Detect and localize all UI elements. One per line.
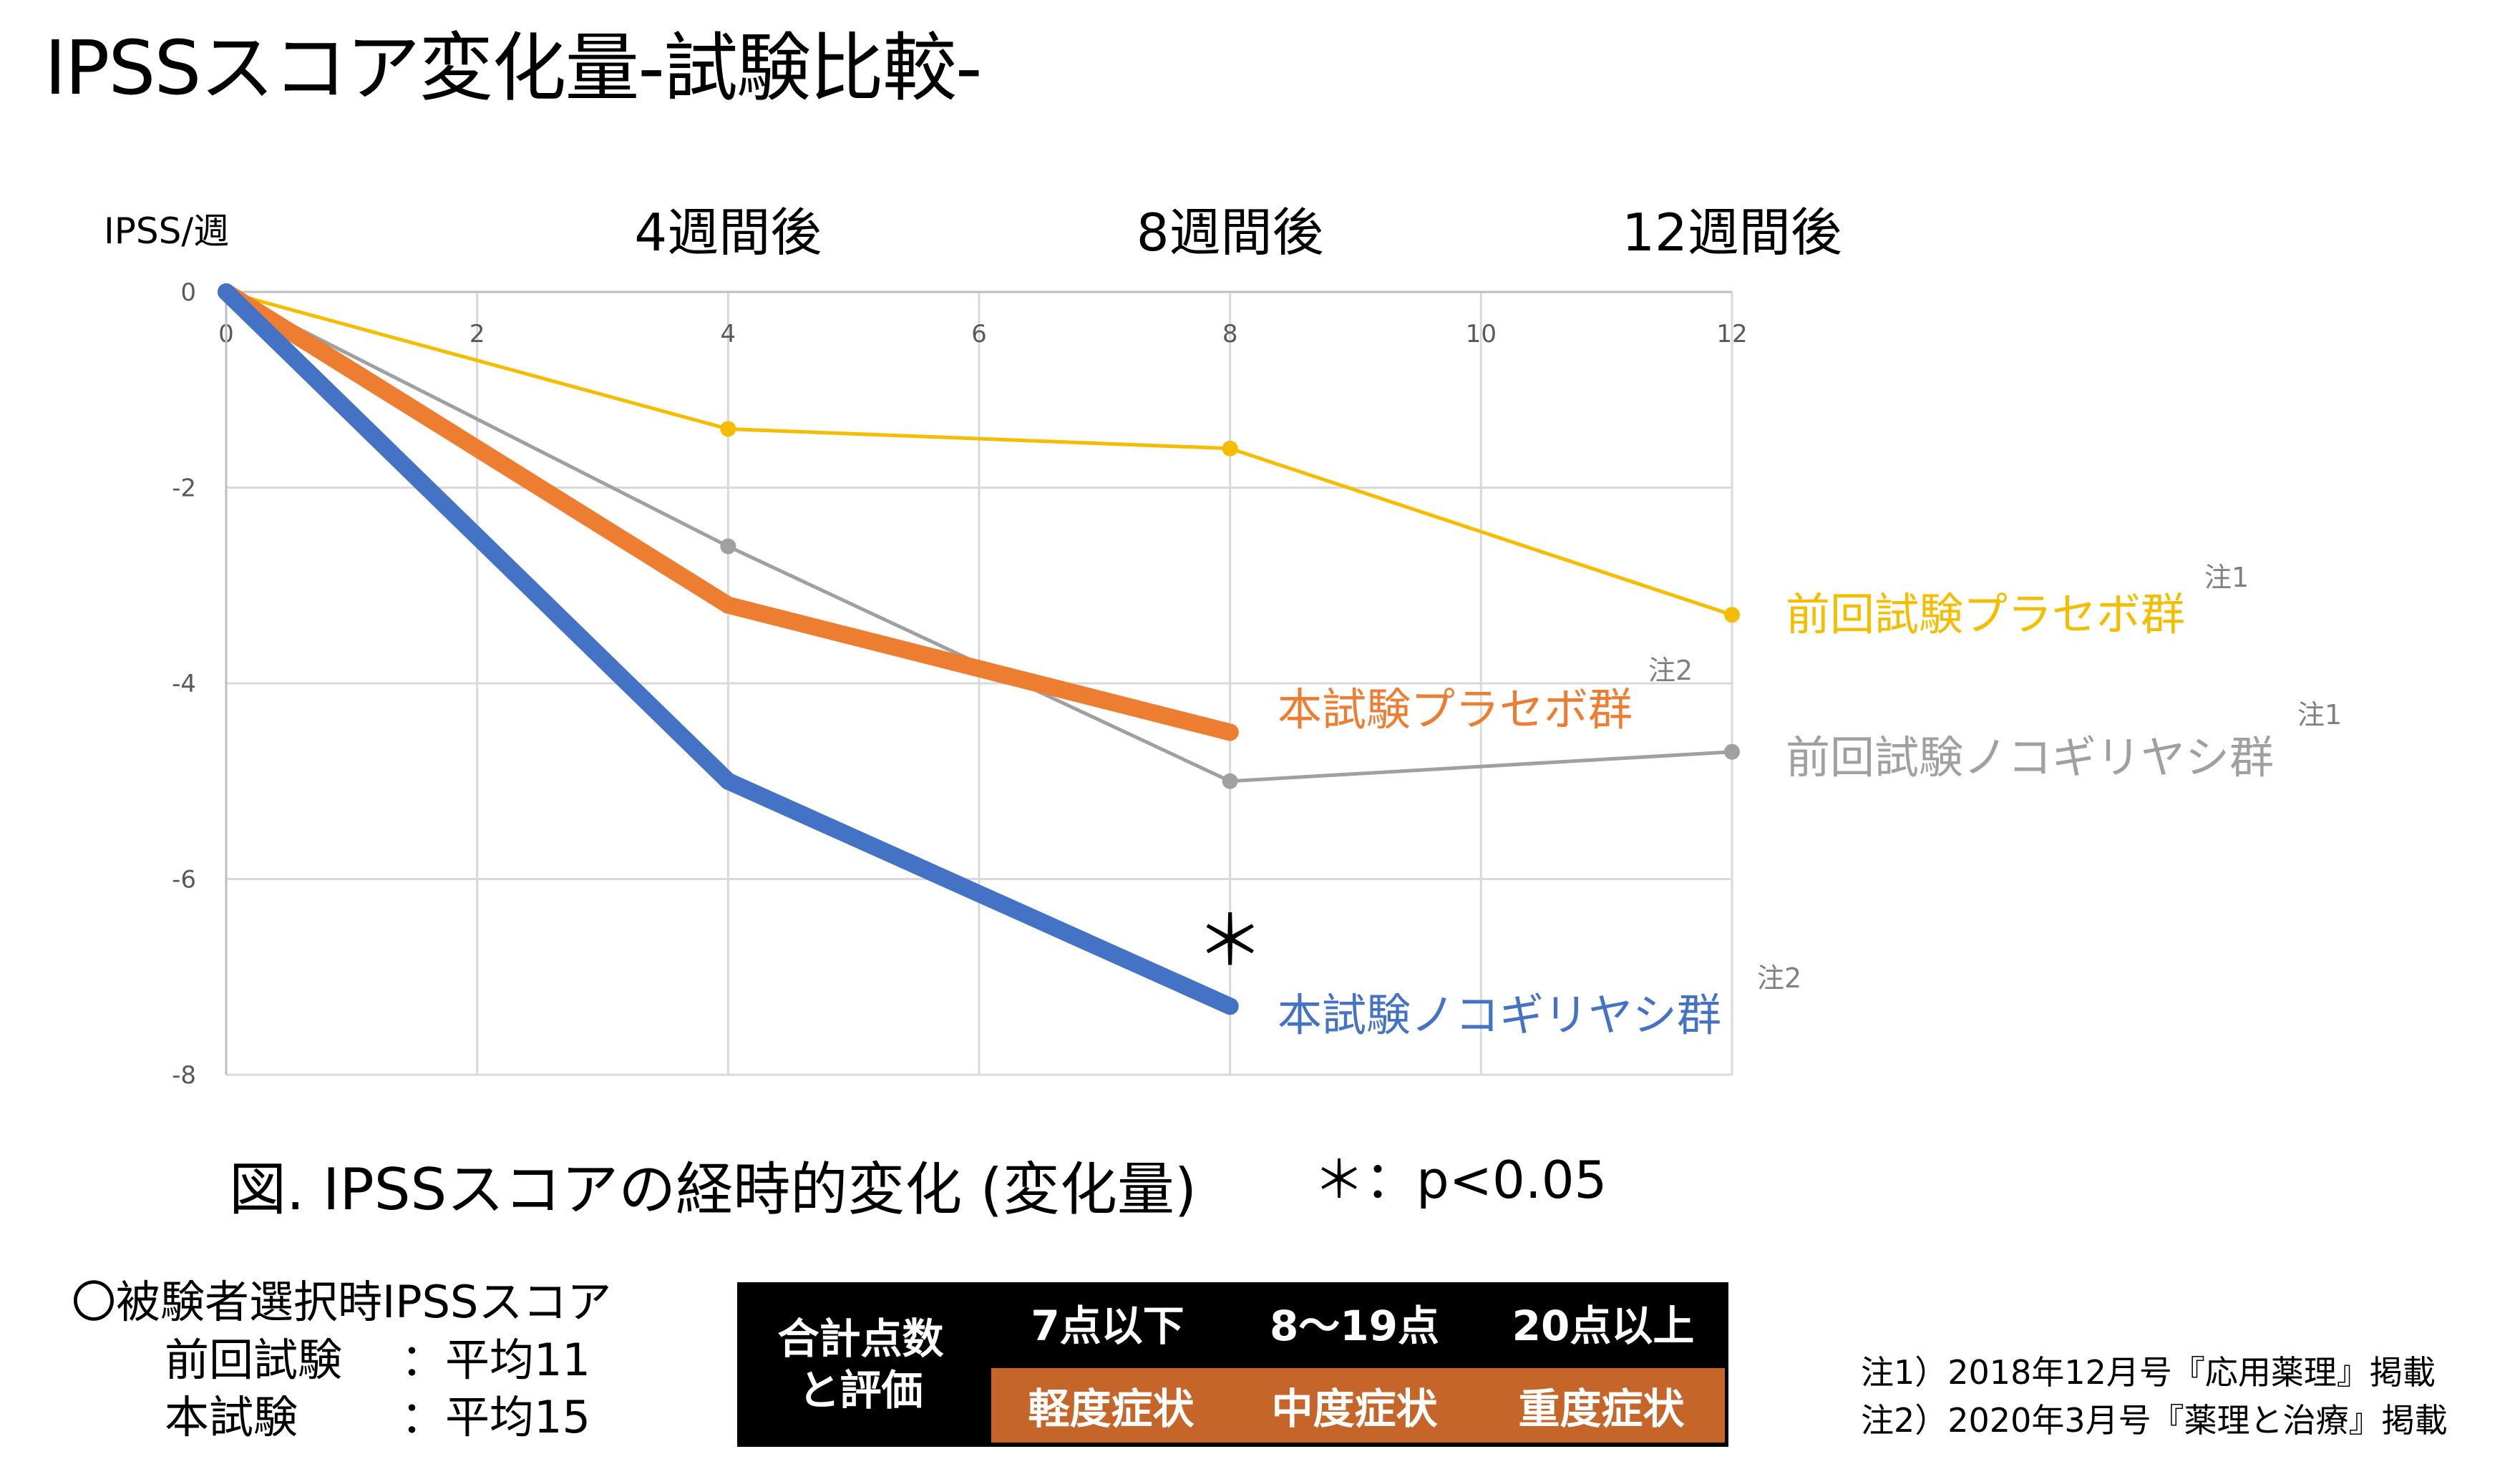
data-point bbox=[218, 283, 235, 301]
y-tick-label: -2 bbox=[172, 474, 196, 503]
chart-series bbox=[218, 283, 1740, 1015]
page-title: IPSSスコア変化量‐試験比較‐ bbox=[44, 24, 982, 112]
severity-table: 合計点数 と評価 7点以下 8～19点 20点以上 軽度症状 中度症状 重度症状 bbox=[737, 1282, 1728, 1447]
chart-labels: 前回試験プラセボ群注1前回試験ノコギリヤシ群注1本試験プラセボ群注2本試験ノコギ… bbox=[1196, 562, 2343, 1041]
series-note-marker: 注2 bbox=[1648, 655, 1693, 686]
data-point bbox=[1221, 723, 1239, 741]
source-note: 注1）2018年12月号『応用薬理』掲載 bbox=[1861, 1353, 2436, 1392]
series-note-marker: 注1 bbox=[2297, 699, 2342, 731]
data-point bbox=[1221, 997, 1239, 1015]
severity-level-cell: 軽度症状 bbox=[991, 1368, 1231, 1443]
series-label: 前回試験プラセボ群 bbox=[1786, 588, 2185, 640]
source-note: 注2）2020年3月号『薬理と治療』掲載 bbox=[1861, 1400, 2448, 1440]
data-point bbox=[719, 772, 737, 790]
x-tick-label: 12 bbox=[1716, 320, 1747, 348]
baseline-row: 前回試験 ：平均11 bbox=[72, 1332, 611, 1390]
x-tick-label: 6 bbox=[971, 320, 987, 348]
baseline-score-block: 〇被験者選択時IPSSスコア 前回試験 ：平均11 本試験 ：平均15 bbox=[72, 1274, 611, 1447]
data-point bbox=[1222, 773, 1238, 789]
x-tick-label: 4 bbox=[721, 320, 736, 348]
data-point bbox=[719, 596, 737, 614]
y-tick-label: -4 bbox=[172, 670, 196, 698]
baseline-heading: 〇被験者選択時IPSSスコア bbox=[72, 1276, 612, 1328]
baseline-row-value: ：平均11 bbox=[401, 1333, 590, 1386]
data-point bbox=[720, 538, 736, 555]
series-line bbox=[224, 290, 1734, 617]
baseline-row-label: 前回試験 bbox=[165, 1333, 343, 1386]
data-point bbox=[1724, 743, 1740, 760]
y-tick-label: -6 bbox=[172, 866, 196, 894]
data-point bbox=[1724, 607, 1740, 623]
severity-range-cell: 7点以下 bbox=[1031, 1302, 1184, 1350]
x-tick-label: 10 bbox=[1466, 320, 1497, 348]
figure-caption: 図. IPSSスコアの経時的変化 (変化量) bbox=[229, 1156, 1197, 1223]
severity-table-header: 合計点数 と評価 bbox=[737, 1282, 984, 1447]
baseline-row-value: ：平均15 bbox=[401, 1391, 590, 1444]
baseline-row: 本試験 ：平均15 bbox=[72, 1389, 611, 1447]
week-label: 8週間後 bbox=[1137, 202, 1324, 263]
series-label: 本試験プラセボ群 bbox=[1278, 683, 1633, 736]
series-label: 本試験ノコギリヤシ群 bbox=[1278, 989, 1721, 1041]
week-label: 12週間後 bbox=[1622, 202, 1842, 263]
series-note-marker: 注1 bbox=[2204, 562, 2249, 593]
y-tick-label: 0 bbox=[180, 278, 196, 307]
severity-range-cell: 20点以上 bbox=[1512, 1302, 1695, 1350]
data-point bbox=[720, 421, 736, 437]
series-label: 前回試験ノコギリヤシ群 bbox=[1786, 731, 2274, 784]
severity-header-line: 合計点数 bbox=[777, 1314, 944, 1363]
source-notes: 注1）2018年12月号『応用薬理』掲載 注2）2020年3月号『薬理と治療』掲… bbox=[1861, 1349, 2448, 1444]
severity-level-cell: 重度症状 bbox=[1478, 1368, 1725, 1443]
y-tick-label: -8 bbox=[172, 1061, 196, 1090]
x-tick-label: 8 bbox=[1222, 320, 1238, 348]
severity-level-cell: 中度症状 bbox=[1231, 1368, 1478, 1443]
x-tick-label: 2 bbox=[470, 320, 485, 348]
data-point bbox=[1222, 440, 1238, 457]
week-label: 4週間後 bbox=[634, 202, 822, 263]
severity-range-cell: 8～19点 bbox=[1269, 1302, 1440, 1350]
severity-header-line: と評価 bbox=[798, 1366, 923, 1415]
significance-marker: ＊ bbox=[1196, 901, 1265, 981]
significance-note: ＊：p<0.05 bbox=[1313, 1150, 1607, 1210]
y-axis-label: IPSS/週 bbox=[104, 210, 229, 252]
series-note-marker: 注2 bbox=[1757, 962, 1801, 994]
baseline-row-label: 本試験 bbox=[165, 1391, 298, 1444]
